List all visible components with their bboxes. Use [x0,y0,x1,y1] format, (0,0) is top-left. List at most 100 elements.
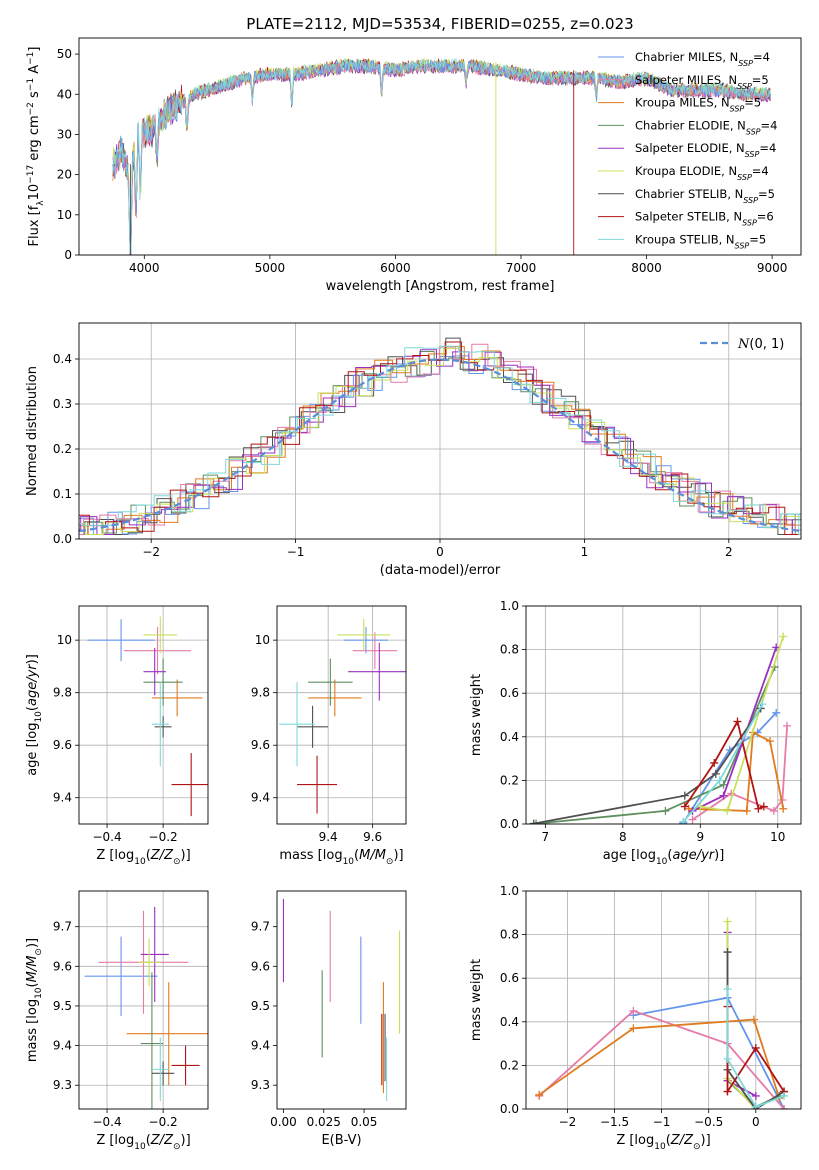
axes-frame [525,890,802,1110]
panel-weight-vs-Z: −2 −1.5 −1 −0.5 0 0.0 0.2 0.4 0.6 0.8 1.0 Z [log10(… [469,884,802,1152]
legend-suffix: =5 [744,96,761,110]
x-tick-label: −0.4 [92,1115,121,1129]
legend-sub: SSP [737,81,752,90]
y-tick-label: 10 [255,633,270,647]
legend-sub: SSP [746,127,761,136]
label-part: Z/Z [670,1133,694,1148]
x-axis-label: age [log10(age/yr)] [603,848,725,867]
x-tick-label: 4000 [129,261,160,275]
x-tick-label: 10 [770,830,785,844]
y-tick-label: 50 [57,47,72,61]
legend-name: Salpeter ELODIE, N [635,141,745,155]
weight-marker [723,985,732,994]
label-part: 10 [134,857,146,867]
legend-sub: SSP [730,104,745,113]
legend-suffix: =4 [759,141,776,155]
panel-mass-vs-ebv: 0.00 0.025 0.05 9.3 9.4 9.5 9.6 9.7 E(B-V) [251,890,407,1148]
legend-label: Kroupa MILES, NSSP=5 [635,96,761,114]
y-tick-label: 0.8 [500,928,519,942]
label-part: M/M [25,956,40,983]
y-tick-label: 0.4 [500,1015,519,1029]
spectrum-line [112,58,771,255]
label-part: s [27,91,42,102]
y-tick-label: 0.1 [53,487,72,501]
x-tick-label: 9.6 [363,830,382,844]
label-part: −1 [26,52,36,65]
legend-suffix: =4 [752,164,769,178]
weight-line [533,707,762,824]
weight-marker [710,758,719,767]
weight-line [726,989,785,1108]
y-tick-label: 9.6 [251,738,270,752]
label-part: M/M [359,848,386,863]
y-tick-label: 9.5 [53,999,72,1013]
histogram-step [79,346,801,535]
histogram-step [79,349,801,535]
label-part: )] [25,654,40,664]
legend-sub: SSP [735,241,750,250]
label-part: ( [146,1133,151,1148]
weight-marker [766,737,775,746]
y-tick-label: 0.6 [500,971,519,985]
y-axis-label: Flux [fλ10−17 erg cm−2 s−1 A−1] [26,47,46,247]
legend-suffix: =4 [761,118,778,132]
label-part: ( [25,982,40,987]
axes-frame [276,605,407,825]
x-tick-label: −0.2 [149,1115,178,1129]
weight-marker [780,1105,789,1109]
y-tick-label: 40 [57,87,72,101]
weight-marker [723,1087,732,1096]
label-part: E(B-V) [321,1133,361,1148]
x-tick-label: −1 [653,1115,671,1129]
x-tick-label: −0.4 [92,830,121,844]
x-axis-label: Z [log10(Z/Z⊙)] [96,1133,190,1152]
x-tick-label: 0 [752,1115,760,1129]
y-tick-label: 9.8 [251,686,270,700]
y-tick-label: 20 [57,168,72,182]
legend-name: Chabrier ELODIE, N [635,118,746,132]
weight-marker [723,1054,732,1063]
legend-label: Chabrier STELIB, NSSP=5 [635,187,775,205]
y-tick-label: 1.0 [500,884,519,898]
weight-marker [680,791,689,800]
x-axis-label: mass [log10(M/M⊙)] [279,848,403,867]
y-tick-label: 0.4 [53,352,72,366]
label-part: 10 [27,184,42,201]
label-part: age/yr [25,663,40,706]
label-part: mass weight [469,674,484,756]
y-tick-label: 0.8 [500,643,519,657]
x-tick-label: 0.00 [270,1115,297,1129]
panel-spectrum: 4000 5000 6000 7000 8000 9000 0 10 20 30 40 50 wavel… [26,37,802,294]
weight-marker [535,1090,544,1099]
legend-label: Salpeter STELIB, NSSP=6 [635,210,774,228]
label-part: )] [701,1133,711,1148]
y-axis-label: Normed distribution [25,366,40,496]
spectrum-line [112,58,771,255]
x-tick-label: 9000 [757,261,788,275]
legend-label: Chabrier MILES, NSSP=4 [635,50,770,68]
plot-area [79,337,801,535]
label-part: ⊙ [173,1142,181,1152]
y-tick-label: 9.8 [53,686,72,700]
label-part: (data-model)/error [380,563,501,578]
plot-area [112,57,771,255]
label-part: ( [25,706,40,711]
label-part: ⊙ [693,1142,701,1152]
legend-name: Kroupa MILES, N [635,96,730,110]
legend-gauss-n: N [737,337,750,352]
y-tick-label: 9.4 [251,791,270,805]
legend-suffix: =5 [752,73,769,87]
y-tick-label: 9.4 [53,791,72,805]
label-part: age [log [603,848,656,863]
weight-marker [758,700,767,709]
legend-gauss-label: N(0, 1) [737,337,784,352]
weight-marker [780,1091,789,1100]
y-tick-label: 9.7 [53,920,72,934]
label-part: 10 [343,857,355,867]
y-tick-label: 0.3 [53,397,72,411]
weight-marker [749,1015,758,1024]
weight-marker [769,806,778,815]
